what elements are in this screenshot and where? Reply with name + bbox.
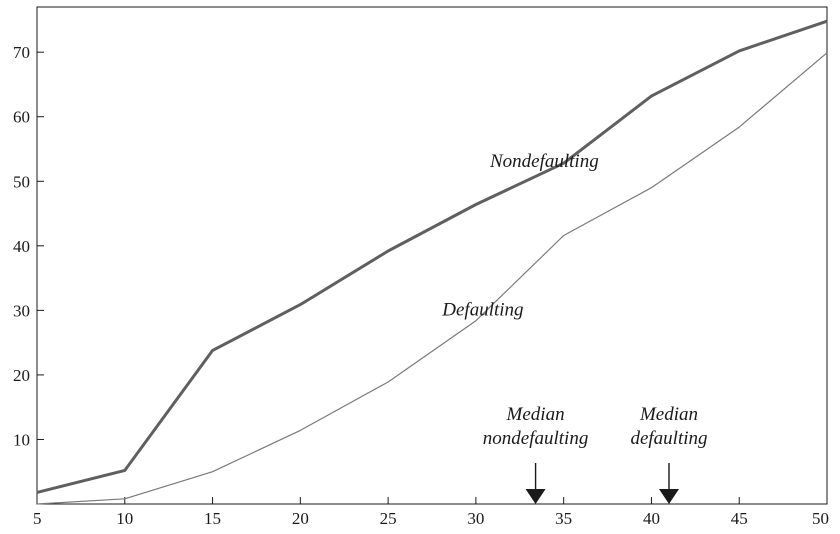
x-axis: 5 10 15 20 25 30 35 40 45 50 [33, 497, 829, 528]
median-defaulting-arrow-head [659, 489, 679, 504]
x-tick-label-10: 10 [116, 509, 133, 528]
x-tick-label-25: 25 [380, 509, 397, 528]
median-nondefaulting-arrow-head [525, 489, 546, 504]
y-tick-label-30: 30 [13, 301, 30, 320]
y-tick-label-50: 50 [13, 172, 30, 191]
x-tick-label-40: 40 [643, 509, 660, 528]
y-tick-label-10: 10 [13, 430, 30, 449]
nondefaulting-label: Nondefaulting [489, 151, 599, 172]
y-axis: 10 20 30 40 50 60 70 [13, 43, 44, 449]
y-tick-label-70: 70 [13, 43, 30, 62]
x-tick-label-5: 5 [33, 509, 42, 528]
defaulting-label: Defaulting [441, 300, 523, 321]
median-nondefaulting-line-2: nondefaulting [483, 428, 589, 449]
plot-frame [36, 6, 828, 505]
series-layer [36, 19, 828, 505]
y-tick-label-40: 40 [13, 237, 30, 256]
x-tick-label-20: 20 [292, 509, 309, 528]
x-tick-label-30: 30 [467, 509, 484, 528]
x-tick-label-15: 15 [204, 509, 221, 528]
median-defaulting-line-2: defaulting [630, 428, 707, 449]
y-tick-label-20: 20 [13, 366, 30, 385]
y-tick-label-60: 60 [13, 108, 30, 127]
series-line-defaulting [36, 52, 828, 505]
annotation-layer: Nondefaulting Defaulting Median nondefaulti… [441, 151, 708, 504]
series-line-nondefaulting [36, 19, 828, 494]
median-nondefaulting-line-1: Median [506, 404, 565, 425]
x-tick-label-50: 50 [812, 509, 829, 528]
x-tick-label-35: 35 [555, 509, 572, 528]
median-defaulting-line-1: Median [639, 404, 698, 425]
x-tick-label-45: 45 [731, 509, 748, 528]
